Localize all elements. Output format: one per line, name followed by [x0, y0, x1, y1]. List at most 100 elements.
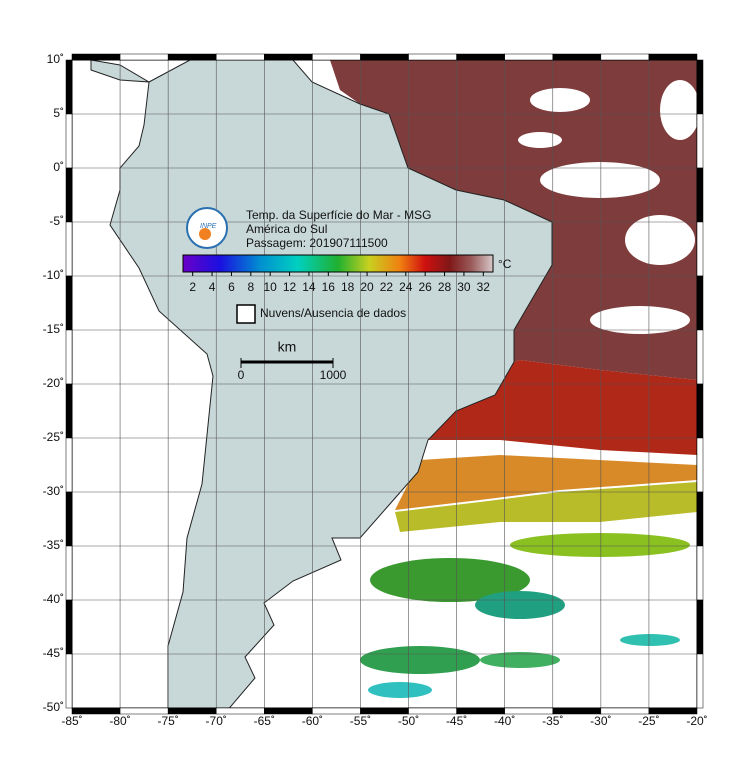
y-tick-label: 0˚ [53, 160, 64, 174]
colorbar-tick-label: 22 [380, 280, 394, 294]
frame-segment [360, 707, 409, 715]
region: América do Sul [246, 222, 327, 236]
y-tick-label: -25˚ [43, 430, 64, 444]
colorbar-tick-label: 30 [457, 280, 471, 294]
colorbar-tick-label: 32 [477, 280, 491, 294]
frame-segment [696, 329, 704, 385]
x-tick-label: -50˚ [398, 714, 419, 728]
frame-segment [648, 53, 698, 61]
y-tick-label: -50˚ [43, 700, 64, 714]
x-tick-label: -40˚ [494, 714, 515, 728]
frame-segment [65, 59, 73, 115]
frame-segment [696, 275, 704, 331]
frame-segment [65, 167, 73, 223]
y-tick-label: -45˚ [43, 646, 64, 660]
x-tick-label: -75˚ [157, 714, 178, 728]
map-body [72, 60, 697, 708]
logo-text: INPE [200, 223, 217, 230]
frame-segment [312, 53, 361, 61]
frame-segment [65, 113, 73, 169]
frame-segment [408, 707, 457, 715]
frame-segment [71, 53, 121, 61]
frame-segment [696, 437, 704, 493]
frame-segment [696, 167, 704, 223]
frame-segment [264, 53, 313, 61]
colorbar-tick-label: 8 [247, 280, 254, 294]
frame-segment [696, 59, 704, 115]
frame-segment [696, 599, 704, 655]
frame-segment [696, 383, 704, 439]
frame-segment [264, 707, 313, 715]
frame-border [65, 53, 704, 715]
frame-segment [696, 545, 704, 601]
colorbar-tick-label: 20 [360, 280, 374, 294]
y-tick-label: -20˚ [43, 376, 64, 390]
frame-segment [65, 275, 73, 331]
frame-segment [65, 437, 73, 493]
frame-segment [167, 53, 217, 61]
sst-warm [330, 60, 697, 385]
title: Temp. da Superfície do Mar - MSG [246, 208, 431, 222]
colorbar-tick-label: 18 [341, 280, 355, 294]
y-tick-label: 5˚ [53, 106, 64, 120]
y-tick-label: -15˚ [43, 322, 64, 336]
scale-unit: km [278, 339, 297, 355]
frame-segment [119, 53, 169, 61]
frame-segment [552, 53, 602, 61]
x-tick-label: -65˚ [254, 714, 275, 728]
frame-segment [696, 113, 704, 169]
frame-segment [696, 221, 704, 277]
colorbar [182, 254, 494, 273]
frame-segment [65, 545, 73, 601]
colorbar-tick-label: 4 [209, 280, 216, 294]
logo [186, 207, 228, 249]
y-tick-label: -30˚ [43, 484, 64, 498]
x-tick-label: -45˚ [446, 714, 467, 728]
frame-segment [65, 329, 73, 385]
frame-segment [71, 707, 121, 715]
colorbar-tick-label: 28 [438, 280, 452, 294]
scale-label: 1000 [320, 368, 347, 382]
legend-swatch [236, 304, 256, 324]
frame-segment [312, 707, 361, 715]
logo-dot [199, 228, 211, 240]
x-tick-label: -55˚ [350, 714, 371, 728]
frame-segment [600, 707, 650, 715]
frame-segment [456, 53, 505, 61]
y-tick-label: -35˚ [43, 538, 64, 552]
frame-segment [696, 653, 704, 709]
y-tick-label: -5˚ [49, 214, 64, 228]
colorbar-tick-label: 16 [322, 280, 336, 294]
x-tick-label: -20˚ [686, 714, 707, 728]
x-tick-label: -35˚ [542, 714, 563, 728]
x-tick-label: -70˚ [206, 714, 227, 728]
frame-segment [360, 53, 409, 61]
sst-cool [360, 533, 690, 698]
frame-segment [65, 383, 73, 439]
frame-segment [215, 53, 265, 61]
frame-segment [215, 707, 265, 715]
frame-segment [456, 707, 505, 715]
frame-segment [648, 707, 698, 715]
frame-segment [504, 53, 554, 61]
frame-segment [408, 53, 457, 61]
graticule [72, 60, 697, 708]
frame-segment [119, 707, 169, 715]
y-tick-label: -40˚ [43, 592, 64, 606]
frame-segment [167, 707, 217, 715]
scale-label: 0 [238, 368, 245, 382]
frame-segment [600, 53, 650, 61]
frame-segment [552, 707, 602, 715]
colorbar-tick-label: 26 [419, 280, 433, 294]
frame-segment [65, 599, 73, 655]
x-tick-label: -80˚ [109, 714, 130, 728]
x-tick-label: -85˚ [61, 714, 82, 728]
frame-segment [65, 491, 73, 547]
frame-segment [65, 653, 73, 709]
colorbar-tick-label: 12 [283, 280, 297, 294]
colorbar-unit: °C [498, 257, 512, 271]
frame-segment [65, 221, 73, 277]
sst-yellow [395, 482, 697, 532]
colorbar-tick-label: 24 [399, 280, 413, 294]
